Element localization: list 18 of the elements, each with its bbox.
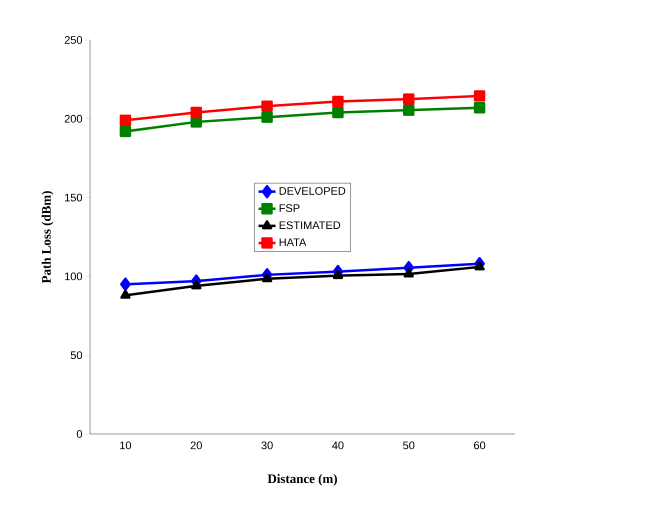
y-tick-label: 50 xyxy=(70,351,82,360)
legend-label: FSP xyxy=(280,204,300,212)
y-tick-label: 200 xyxy=(64,114,82,123)
legend-label: HATA xyxy=(280,238,306,246)
x-tick-label: 60 xyxy=(474,442,486,450)
y-tick-label: 250 xyxy=(64,36,82,44)
x-tick-label: 50 xyxy=(403,442,414,450)
x-axis-title: Distance (m) xyxy=(268,474,337,486)
y-tick-label: 0 xyxy=(76,430,82,438)
x-tick-label: 20 xyxy=(190,442,202,450)
legend-label: DEVELOPED xyxy=(280,187,346,195)
legend-label: ESTIMATED xyxy=(280,221,340,230)
y-tick-label: 150 xyxy=(65,194,82,202)
x-tick-label: 30 xyxy=(261,442,273,450)
x-tick-label: 40 xyxy=(332,442,344,450)
y-tick-label: 100 xyxy=(65,272,82,280)
y-axis-title: Path Loss (dBm) xyxy=(42,191,54,284)
x-tick-label: 10 xyxy=(120,442,132,450)
